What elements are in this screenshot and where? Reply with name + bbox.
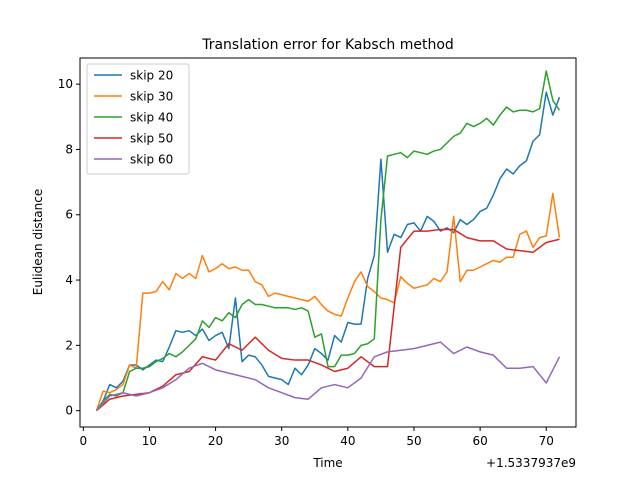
legend-label: skip 50 <box>130 132 173 146</box>
x-tick-label: 10 <box>142 434 157 448</box>
y-axis-label: Eulidean distance <box>31 189 45 295</box>
x-axis-offset-label: +1.5337937e9 <box>486 456 576 470</box>
x-axis-label: Time <box>312 456 342 470</box>
x-tick-label: 0 <box>79 434 87 448</box>
y-tick-label: 6 <box>65 208 73 222</box>
chart-title: Translation error for Kabsch method <box>201 37 454 53</box>
legend: skip 20 skip 30 skip 40 skip 50 skip 60 <box>86 63 190 175</box>
x-tick-label: 40 <box>340 434 355 448</box>
y-axis-ticks: 0 2 4 6 8 10 <box>58 77 80 418</box>
series-line-1 <box>95 91 561 412</box>
legend-label: skip 40 <box>130 111 173 125</box>
y-tick-label: 2 <box>65 338 73 352</box>
x-tick-label: 50 <box>406 434 421 448</box>
y-tick-label: 10 <box>58 77 73 91</box>
x-tick-label: 60 <box>472 434 487 448</box>
plot-series <box>95 70 561 412</box>
legend-label: skip 20 <box>130 69 173 83</box>
legend-label: skip 60 <box>130 153 173 167</box>
legend-label: skip 30 <box>130 90 173 104</box>
x-tick-label: 70 <box>539 434 554 448</box>
legend-box <box>86 63 190 175</box>
y-tick-label: 0 <box>65 404 73 418</box>
x-axis-ticks: 0 10 20 30 40 50 60 70 <box>79 427 554 448</box>
x-tick-label: 30 <box>274 434 289 448</box>
x-tick-label: 20 <box>208 434 223 448</box>
series-line-3 <box>95 70 561 412</box>
series-line-5 <box>95 341 561 412</box>
series-line-2 <box>95 192 561 411</box>
y-tick-label: 8 <box>65 142 73 156</box>
series-line-4 <box>96 228 560 412</box>
plot-frame <box>79 57 577 428</box>
y-tick-label: 4 <box>65 273 73 287</box>
legend-items: skip 20 skip 30 skip 40 skip 50 skip 60 <box>94 69 173 167</box>
